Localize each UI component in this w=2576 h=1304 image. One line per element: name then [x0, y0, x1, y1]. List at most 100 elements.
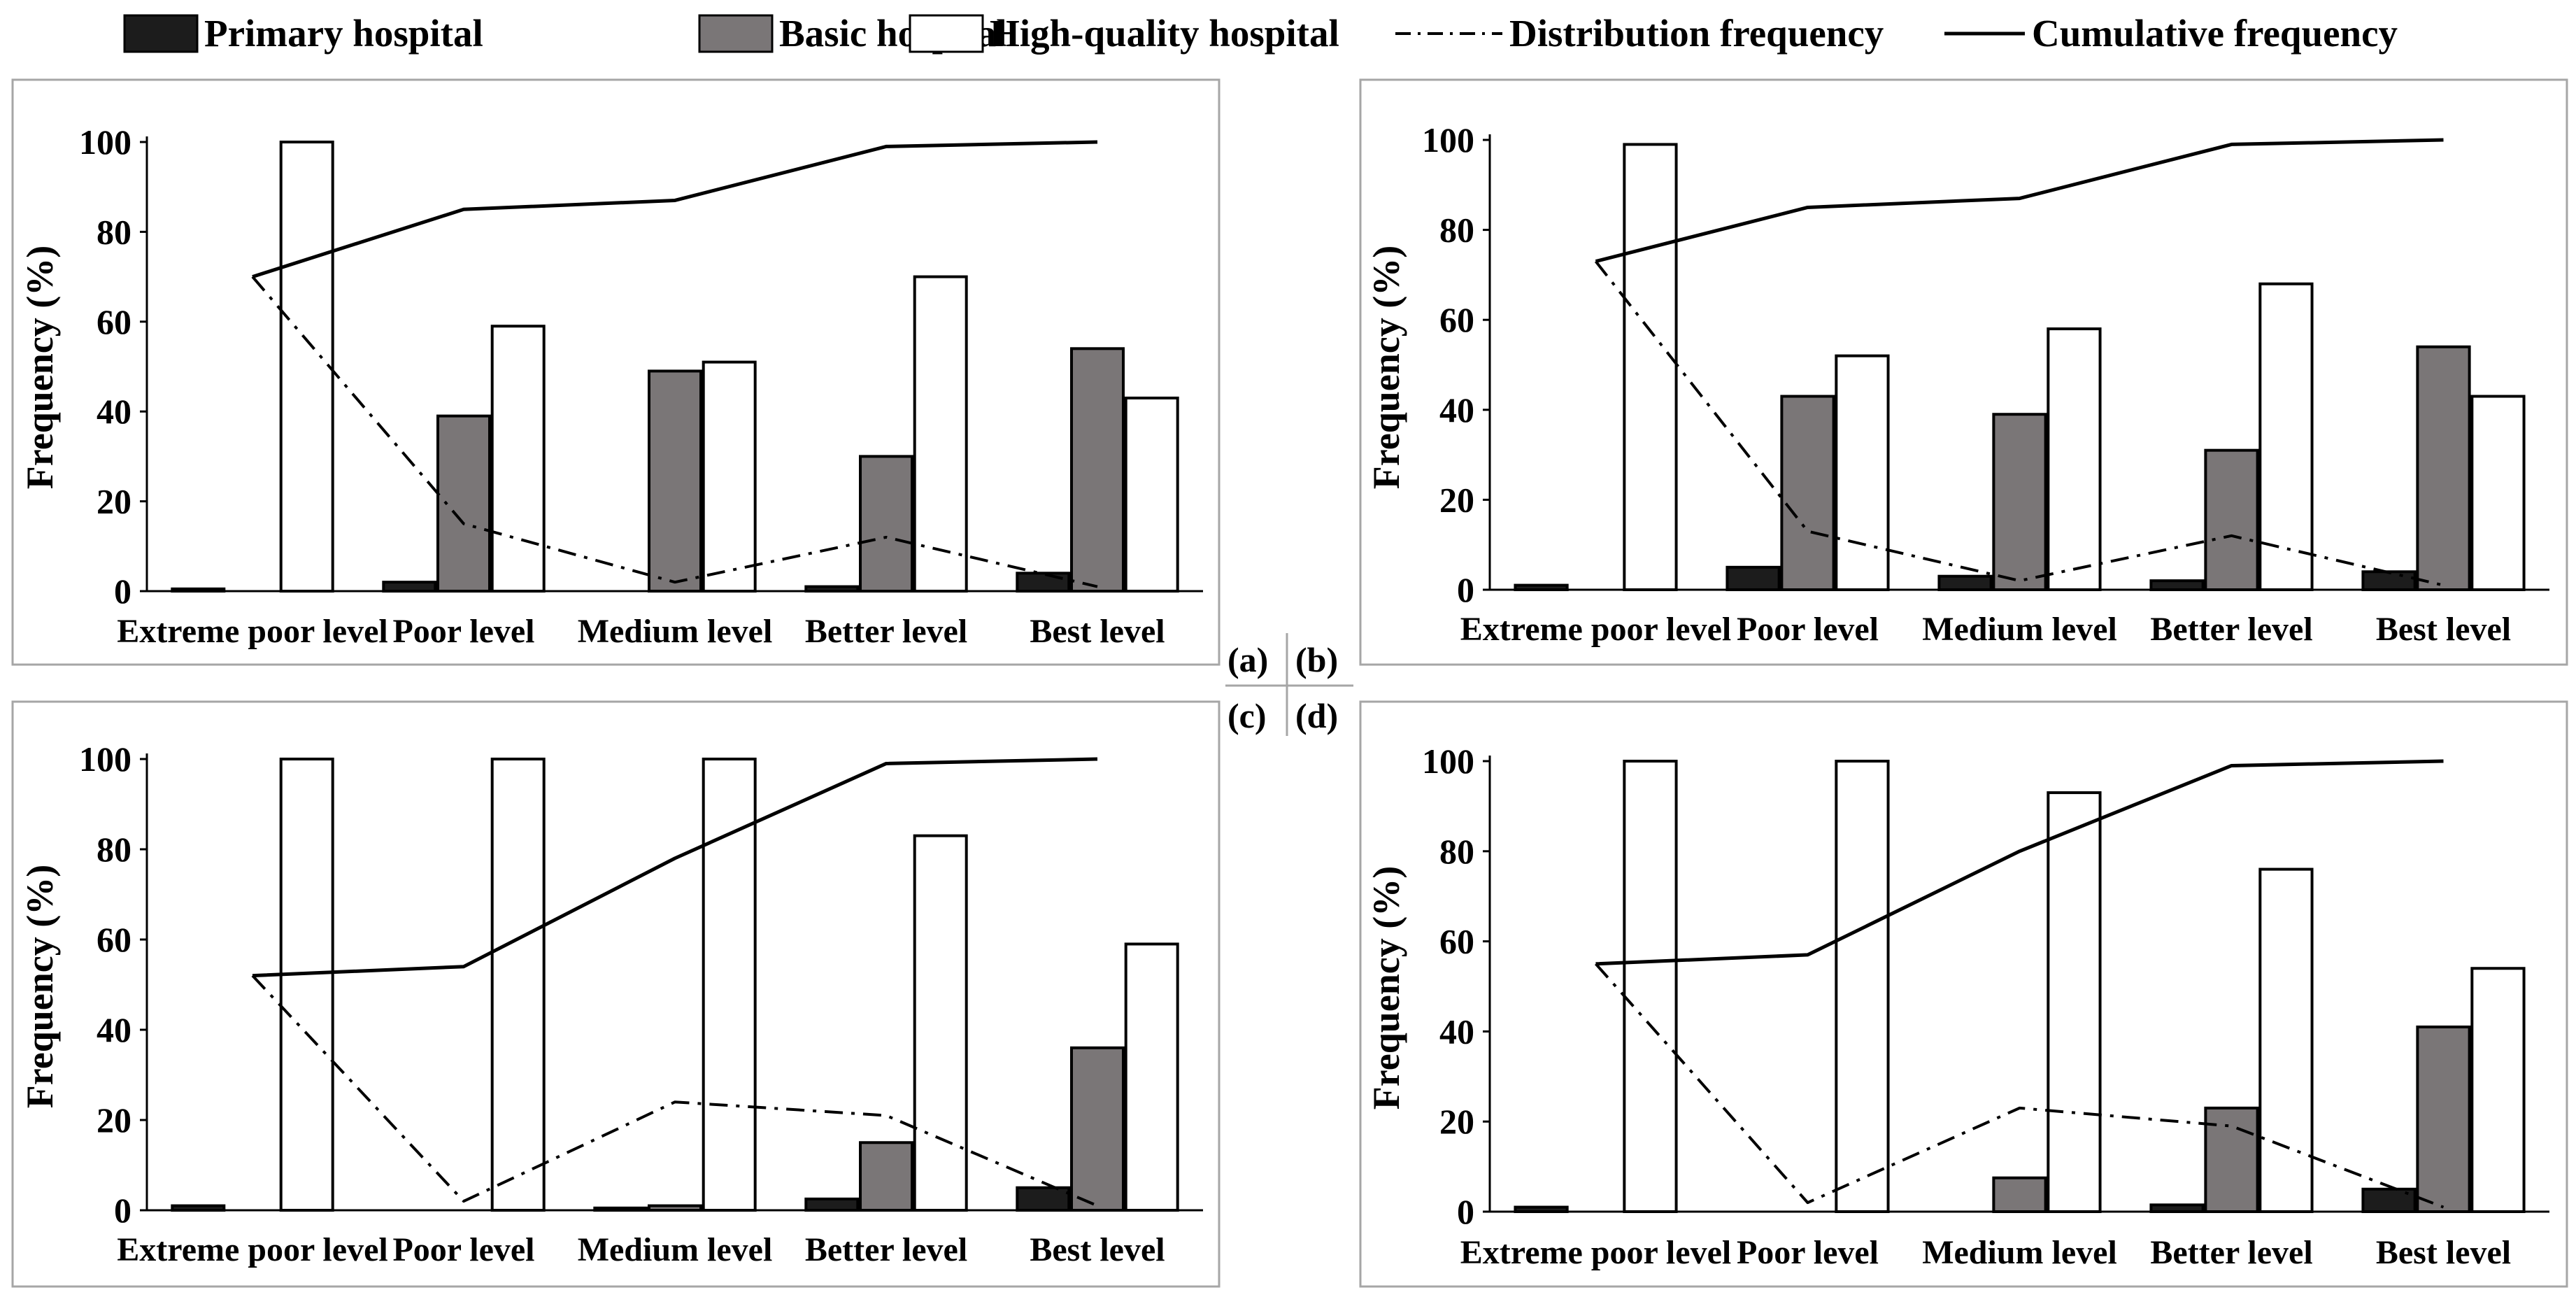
y-tick-label: 40 — [1439, 390, 1474, 430]
bar-basic — [2204, 448, 2259, 591]
bar-basic — [859, 455, 913, 593]
bar-primary — [1725, 565, 1781, 591]
y-tick-label: 0 — [114, 572, 131, 611]
bar-high — [279, 758, 334, 1212]
x-category-label: Best level — [2376, 1234, 2511, 1271]
chart-d: Frequency (%) 0 20 40 60 80 100 Extreme poor le… — [1365, 742, 2549, 1271]
bar-high — [490, 758, 546, 1212]
y-tick-label: 40 — [97, 392, 131, 431]
cumulative-frequency-line — [1595, 138, 2444, 264]
panel-frame-c — [11, 700, 1221, 1288]
y-tick-label: 0 — [1457, 1192, 1474, 1231]
bar-high — [2047, 791, 2102, 1213]
panel-frame-d — [1359, 700, 2568, 1288]
legend-primary-swatch — [123, 14, 199, 53]
legend-distribution-label: Distribution frequency — [1509, 12, 1884, 55]
bar-high — [1623, 760, 1678, 1213]
panel-tags: (a) (b) (c) (d) — [1225, 633, 1353, 736]
x-category-label: Medium level — [1922, 611, 2117, 648]
panel-tag-a: (a) — [1227, 640, 1268, 679]
bar-basic — [1992, 1176, 2047, 1213]
y-tick-label: 20 — [1439, 1102, 1474, 1141]
legend-high-label: High-quality hospital — [990, 12, 1339, 55]
bar-high — [1124, 942, 1179, 1212]
cumulative-frequency-line — [252, 140, 1098, 278]
x-category-label: Extreme poor level — [1460, 1234, 1731, 1271]
y-tick-label: 100 — [79, 739, 131, 779]
y-tick-label: 60 — [97, 302, 131, 341]
distribution-frequency-line — [251, 276, 1098, 588]
x-category-label: Better level — [805, 1231, 967, 1268]
bar-primary — [1016, 572, 1071, 593]
bar-high — [1623, 143, 1678, 591]
bar-basic — [1780, 395, 1835, 591]
y-axis-title: Frequency (%) — [19, 246, 61, 489]
distribution-frequency-line — [1594, 260, 2444, 587]
x-category-label: Best level — [2376, 611, 2511, 648]
y-tick-label: 100 — [79, 122, 131, 162]
y-tick-label: 20 — [1439, 480, 1474, 519]
bar-high — [702, 360, 757, 593]
chart-a: Frequency (%) 0 20 40 60 80 100 Extreme poor le… — [19, 122, 1203, 650]
bar-primary — [2149, 579, 2205, 592]
chart-b: Frequency (%) 0 20 40 60 80 100 Extreme poor le… — [1365, 120, 2549, 648]
bar-basic — [2416, 345, 2471, 591]
x-category-label: Medium level — [1922, 1234, 2117, 1271]
bar-primary — [2361, 570, 2417, 592]
x-category-label: Medium level — [578, 1231, 773, 1268]
bar-high — [279, 141, 334, 593]
panel-tag-d: (d) — [1295, 696, 1338, 735]
x-category-label: Medium level — [578, 613, 773, 650]
x-category-label: Extreme poor level — [1460, 611, 1731, 648]
panel-tag-b: (b) — [1295, 640, 1338, 679]
x-category-label: Poor level — [392, 613, 534, 650]
legend-cumulative-label: Cumulative frequency — [2032, 12, 2398, 55]
y-tick-label: 80 — [97, 830, 131, 869]
legend: Primary hospital Basic hospital High-qua… — [123, 12, 2398, 55]
y-tick-label: 60 — [97, 920, 131, 959]
bar-basic — [859, 1141, 913, 1212]
bar-basic — [1070, 347, 1125, 593]
y-axis-title: Frequency (%) — [1365, 866, 1407, 1110]
legend-high-swatch — [909, 14, 984, 53]
x-category-label: Extreme poor level — [117, 1231, 387, 1268]
y-tick-label: 60 — [1439, 922, 1474, 961]
y-tick-label: 0 — [1457, 570, 1474, 609]
bar-high — [1835, 354, 1890, 591]
y-tick-label: 20 — [97, 482, 131, 521]
y-axis-title: Frequency (%) — [1365, 246, 1407, 489]
cumulative-frequency-line — [252, 757, 1098, 978]
x-category-label: Best level — [1030, 1231, 1165, 1268]
bar-high — [1124, 396, 1179, 593]
bar-high — [2258, 282, 2314, 591]
bar-primary — [382, 581, 437, 593]
x-category-label: Poor level — [1737, 611, 1879, 648]
bar-high — [490, 325, 546, 593]
bar-high — [913, 834, 968, 1212]
bar-basic — [436, 414, 491, 593]
panel-frame-a — [11, 78, 1221, 666]
legend-primary-label: Primary hospital — [204, 12, 483, 55]
y-tick-label: 100 — [1422, 120, 1474, 160]
legend-basic-swatch — [698, 14, 774, 53]
panel-frame-b — [1359, 78, 2568, 666]
bar-basic — [1070, 1046, 1125, 1212]
panel-tag-c: (c) — [1227, 696, 1267, 735]
bar-high — [2470, 967, 2526, 1213]
bar-basic — [1992, 413, 2047, 591]
bar-high — [913, 275, 968, 593]
y-tick-label: 80 — [97, 212, 131, 251]
bar-high — [1835, 760, 1890, 1213]
distribution-frequency-line — [251, 975, 1098, 1207]
bar-high — [2047, 327, 2102, 591]
distribution-frequency-line — [1595, 963, 2445, 1209]
chart-c: Frequency (%) 0 20 40 60 80 100 Extreme poor le… — [19, 739, 1203, 1268]
bar-primary — [804, 1197, 860, 1212]
bar-primary — [1016, 1186, 1071, 1212]
bar-high — [2258, 867, 2314, 1214]
y-axis-title: Frequency (%) — [19, 865, 61, 1108]
y-tick-label: 40 — [1439, 1012, 1474, 1051]
x-category-label: Best level — [1030, 613, 1165, 650]
bar-basic — [648, 369, 702, 593]
